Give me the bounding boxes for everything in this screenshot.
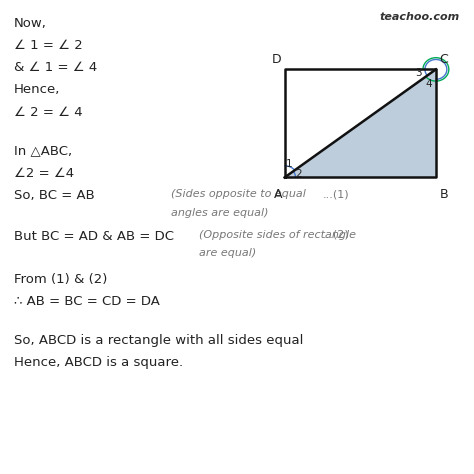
Text: Hence, ABCD is a square.: Hence, ABCD is a square. (14, 356, 183, 369)
Text: In △ABC,: In △ABC, (14, 145, 73, 157)
Text: ...(2): ...(2) (322, 230, 349, 240)
Text: ∴ AB = BC = CD = DA: ∴ AB = BC = CD = DA (14, 295, 160, 308)
Text: teachoo.com: teachoo.com (380, 12, 460, 22)
Text: Now,: Now, (14, 17, 47, 29)
Text: C: C (439, 53, 448, 66)
Text: 3: 3 (416, 68, 422, 78)
Text: ∠2 = ∠4: ∠2 = ∠4 (14, 167, 74, 180)
Text: & ∠ 1 = ∠ 4: & ∠ 1 = ∠ 4 (14, 61, 98, 74)
Text: (Opposite sides of rectangle: (Opposite sides of rectangle (199, 230, 356, 240)
Polygon shape (284, 69, 436, 177)
Text: ...(1): ...(1) (322, 189, 349, 199)
Text: angles are equal): angles are equal) (171, 208, 268, 218)
Text: ∠ 2 = ∠ 4: ∠ 2 = ∠ 4 (14, 106, 83, 118)
Text: So, BC = AB: So, BC = AB (14, 189, 95, 202)
Text: 1: 1 (286, 159, 293, 169)
Text: So, ABCD is a rectangle with all sides equal: So, ABCD is a rectangle with all sides e… (14, 334, 303, 347)
Text: 2: 2 (295, 169, 302, 179)
Text: D: D (272, 53, 281, 66)
Text: Hence,: Hence, (14, 83, 61, 96)
Text: are equal): are equal) (199, 248, 256, 258)
Text: (Sides opposite to equal: (Sides opposite to equal (171, 189, 306, 199)
Text: A: A (274, 188, 283, 201)
Text: 4: 4 (426, 79, 432, 89)
Text: ∠ 1 = ∠ 2: ∠ 1 = ∠ 2 (14, 39, 83, 52)
Text: B: B (439, 188, 448, 201)
Text: From (1) & (2): From (1) & (2) (14, 273, 108, 285)
Text: But BC = AD & AB = DC: But BC = AD & AB = DC (14, 230, 174, 243)
